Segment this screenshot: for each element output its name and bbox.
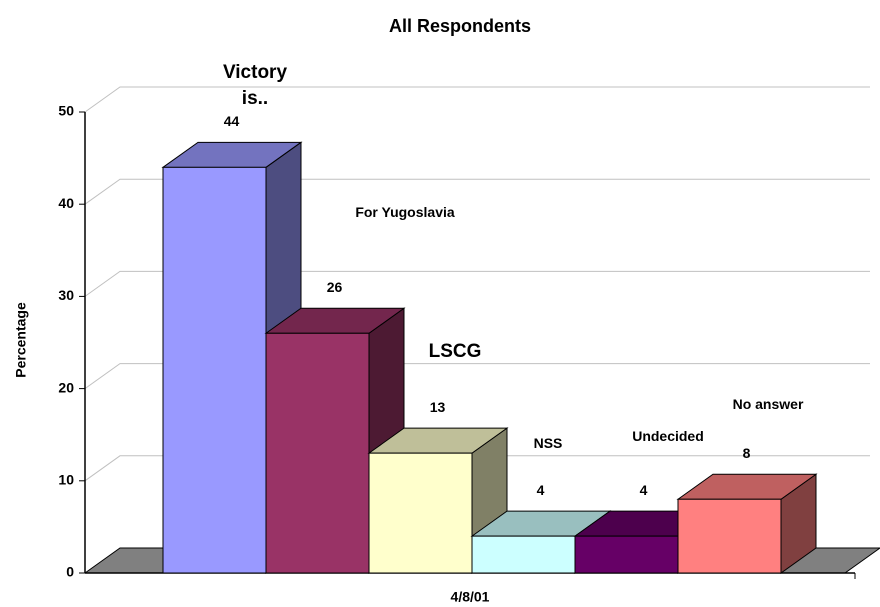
y-tick-label: 20: [58, 379, 74, 395]
grid-line: [84, 270, 870, 297]
series-label: For Yugoslavia: [355, 204, 455, 220]
x-tick-label: 4/8/01: [451, 589, 490, 605]
data-label: 13: [430, 399, 446, 415]
bar: [471, 535, 576, 574]
series-label: Undecided: [632, 428, 704, 444]
bar: [368, 452, 473, 574]
y-axis-label: Percentage: [13, 302, 29, 378]
bar: [265, 332, 370, 574]
y-tick-label: 30: [58, 287, 74, 303]
data-label: 8: [743, 445, 751, 461]
grid-line: [84, 455, 870, 482]
y-tick-label: 10: [58, 472, 74, 488]
data-label: 44: [224, 113, 240, 129]
bar: [677, 498, 782, 574]
data-label: 4: [537, 482, 545, 498]
grid-line: [84, 178, 870, 205]
bar: [162, 166, 267, 574]
y-tick-label: 50: [58, 103, 74, 119]
series-label: No answer: [732, 396, 804, 412]
series-label: LSCG: [428, 341, 482, 362]
series-label: NSS: [533, 435, 563, 451]
grid-line: [84, 86, 870, 113]
series-label: Victory is..: [222, 62, 288, 109]
y-tick-label: 40: [58, 195, 74, 211]
chart-title: All Respondents: [389, 16, 531, 36]
data-label: 26: [327, 279, 343, 295]
grid-line: [84, 363, 870, 390]
bar: [574, 535, 679, 574]
data-label: 4: [640, 482, 648, 498]
y-tick-label: 0: [66, 564, 74, 580]
